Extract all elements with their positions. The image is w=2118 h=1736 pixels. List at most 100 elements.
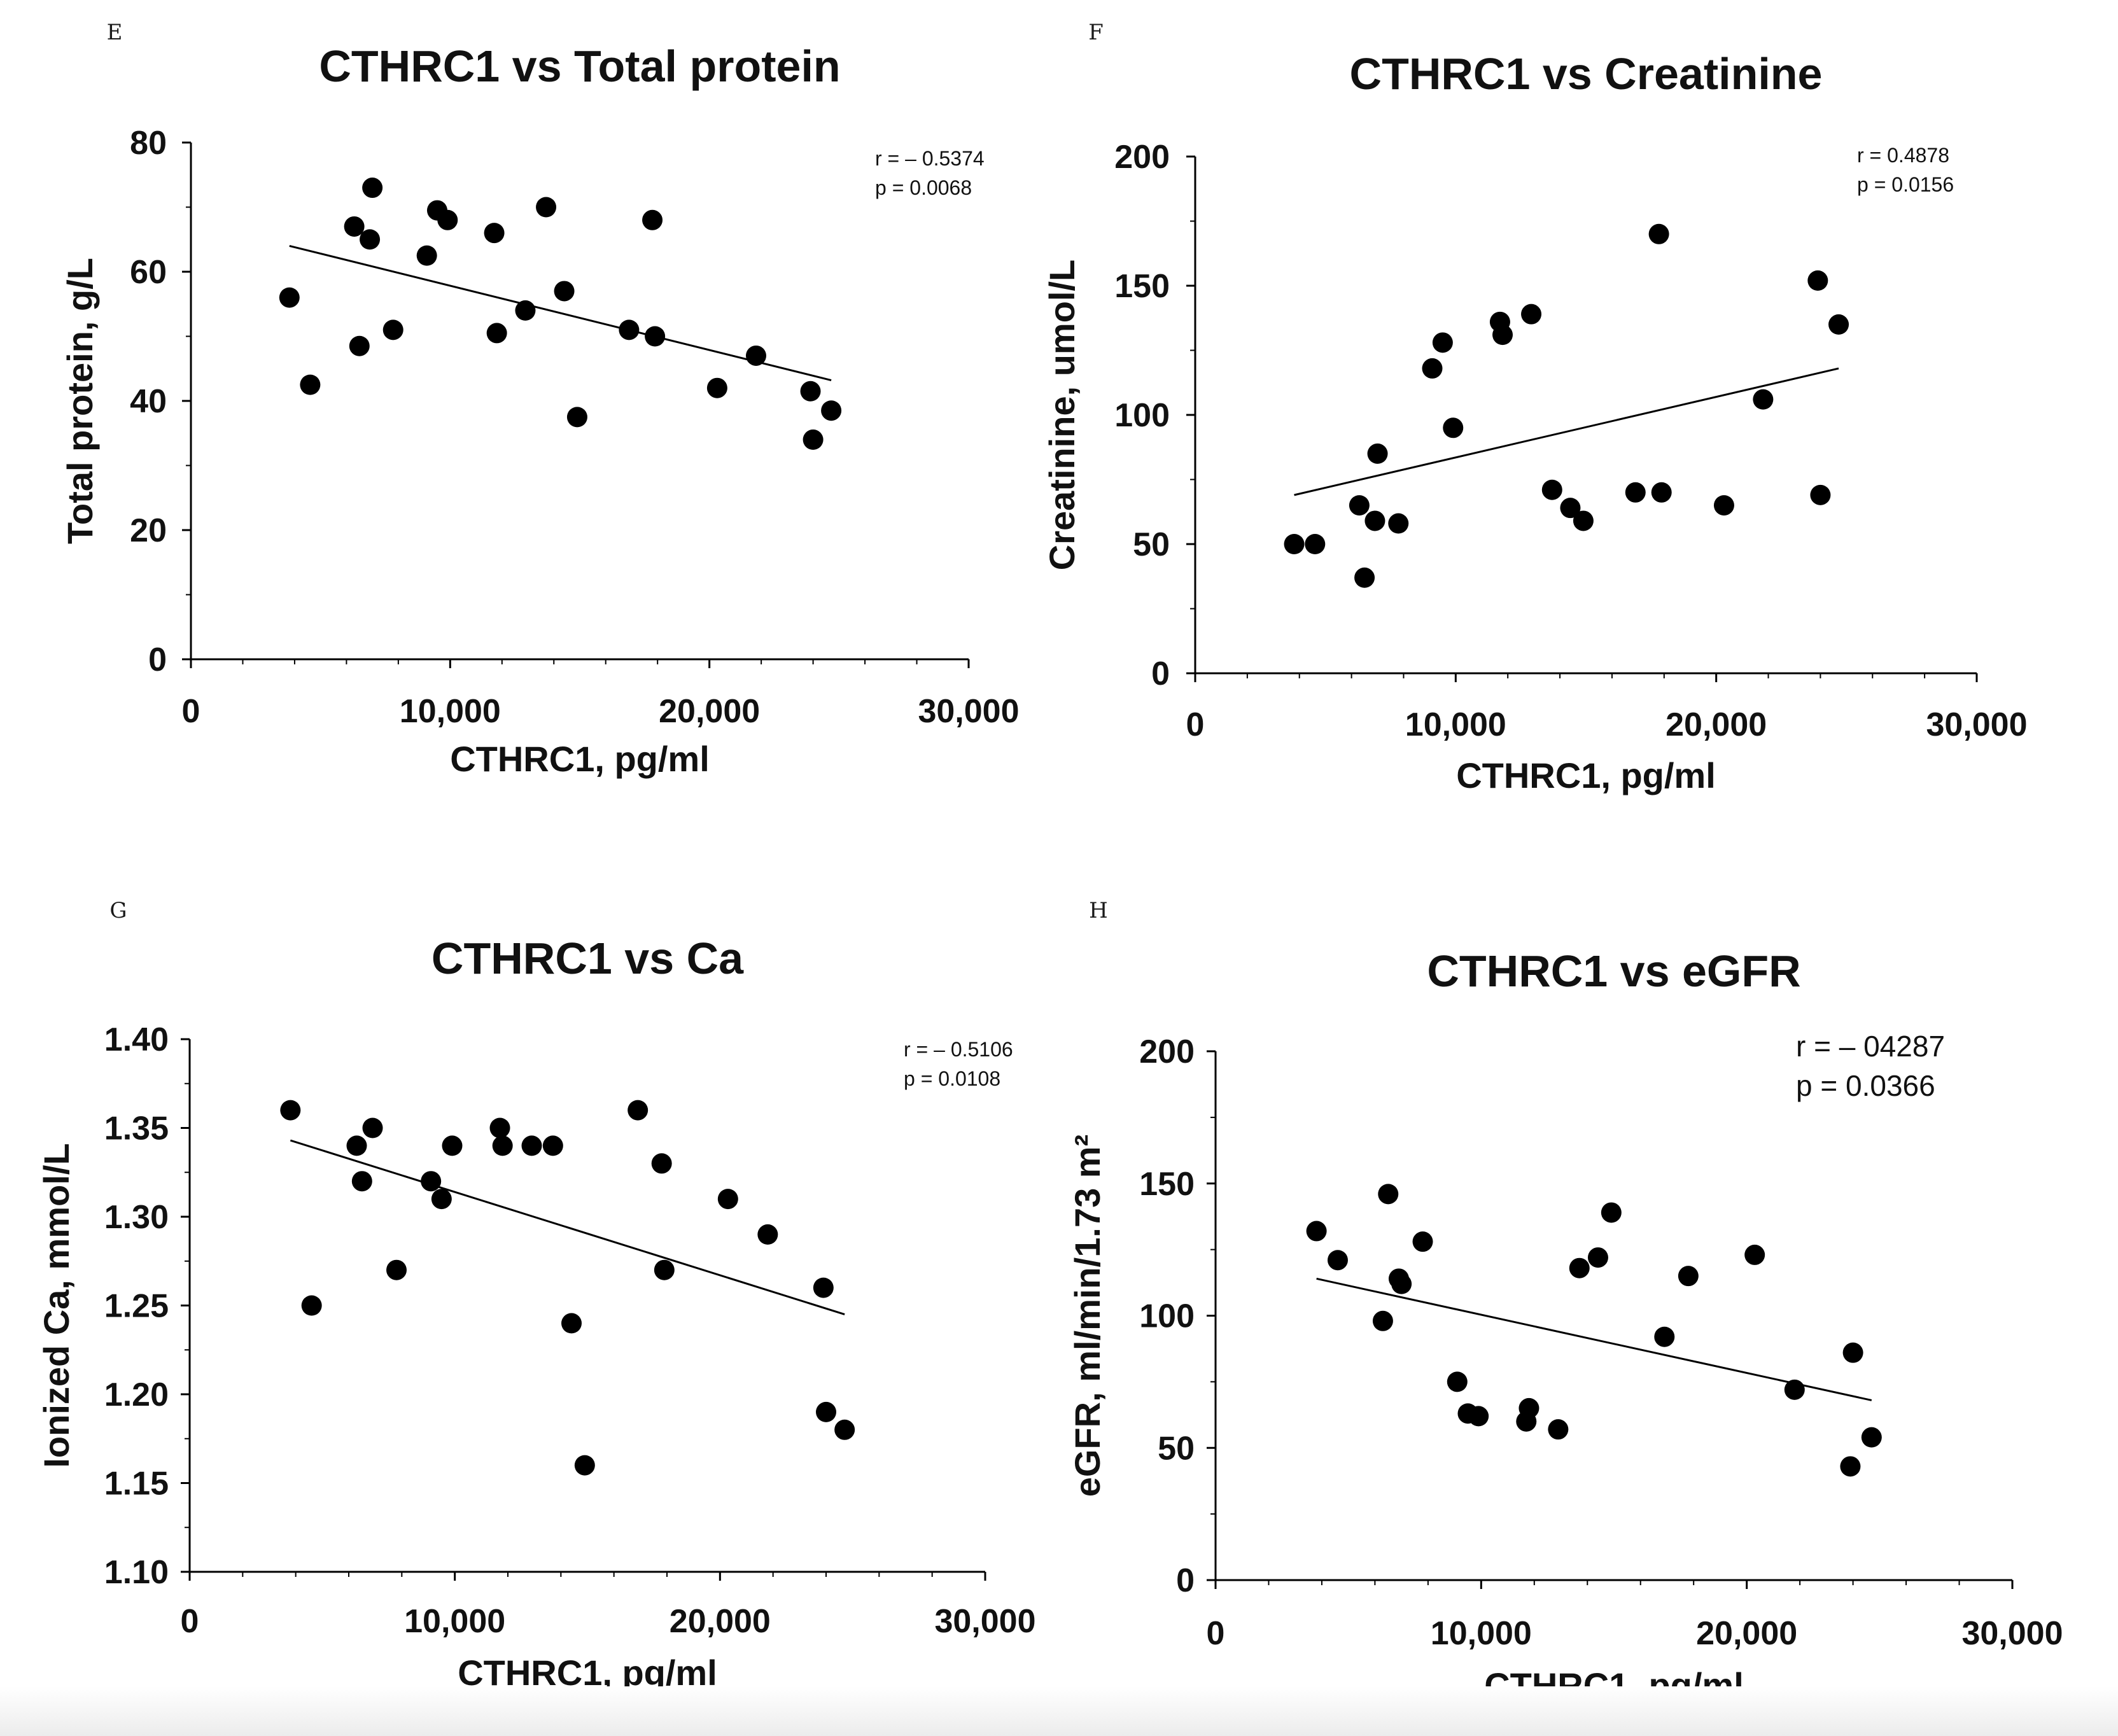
data-point (515, 300, 536, 321)
data-point (1784, 1379, 1805, 1400)
data-point (1678, 1266, 1699, 1287)
data-point (619, 319, 640, 340)
panel-letter: H (1089, 898, 1108, 923)
y-tick-label: 1.30 (104, 1199, 169, 1236)
data-point (1573, 510, 1594, 531)
data-point (521, 1135, 542, 1156)
data-point (1842, 1342, 1863, 1363)
x-tick-label: 30,000 (1961, 1615, 2063, 1652)
data-point (1601, 1202, 1622, 1223)
data-point (1372, 1310, 1393, 1331)
trendline (1316, 1277, 1872, 1401)
y-tick-label: 0 (1151, 655, 1170, 692)
data-point (437, 209, 458, 230)
data-point (645, 326, 666, 347)
data-point (346, 1135, 367, 1156)
data-point (1443, 417, 1464, 438)
data-point (416, 245, 437, 266)
stat-annotation: p = 0.0156 (1857, 173, 1954, 196)
trendline (290, 1139, 845, 1315)
data-point (803, 429, 824, 450)
data-point (1810, 484, 1831, 505)
y-tick-label: 50 (1133, 526, 1170, 563)
data-point (1807, 270, 1828, 291)
data-point (1840, 1456, 1861, 1477)
data-point (484, 223, 505, 244)
stat-annotation: r = – 04287 (1796, 1030, 1945, 1063)
stat-annotation: r = 0.4878 (1857, 144, 1949, 167)
data-point (1432, 332, 1453, 353)
data-point (1521, 304, 1542, 325)
chart-title: CTHRC1 vs Total protein (319, 41, 840, 91)
data-point (1354, 567, 1375, 588)
x-tick-label: 0 (1207, 1615, 1225, 1652)
y-tick-label: 150 (1114, 268, 1170, 305)
data-point (800, 381, 821, 402)
data-point (1569, 1257, 1590, 1278)
data-point (1560, 498, 1581, 519)
y-tick-label: 1.40 (104, 1021, 169, 1058)
data-point (279, 287, 300, 308)
data-point (1327, 1250, 1348, 1271)
data-point (1654, 1326, 1675, 1347)
data-point (1468, 1406, 1489, 1427)
x-tick-label: 30,000 (1926, 706, 2027, 743)
panel-letter: G (109, 898, 127, 923)
data-point (486, 323, 507, 344)
chart-title: CTHRC1 vs Ca (431, 934, 744, 983)
data-point (1541, 479, 1562, 500)
trendline (289, 244, 832, 381)
y-axis-label: eGFR, ml/min/1.73 m² (1067, 1135, 1107, 1497)
x-tick-label: 20,000 (1696, 1615, 1797, 1652)
data-point (816, 1401, 836, 1422)
data-point (1548, 1419, 1569, 1440)
data-point (1422, 358, 1443, 379)
y-tick-label: 1.35 (104, 1110, 169, 1147)
data-point (280, 1100, 301, 1121)
data-point (745, 345, 766, 366)
data-point (301, 1295, 322, 1316)
chart-title: CTHRC1 vs eGFR (1427, 946, 1800, 996)
x-tick-label: 10,000 (400, 693, 501, 730)
y-tick-label: 100 (1114, 397, 1170, 434)
data-point (362, 1117, 383, 1138)
data-point (362, 178, 383, 199)
data-point (1587, 1247, 1608, 1268)
chart-panel-h: H CTHRC1 vs eGFR 0 50 100 150 200 0 10,000 20,000… (1067, 898, 2063, 1705)
data-point (813, 1277, 834, 1298)
data-point (566, 407, 587, 428)
data-point (561, 1313, 582, 1334)
data-point (344, 216, 365, 237)
x-tick-label: 10,000 (1431, 1615, 1532, 1652)
data-point (1492, 325, 1513, 346)
y-tick-label: 40 (130, 383, 167, 420)
y-tick-label: 200 (1114, 139, 1170, 176)
data-point (1349, 495, 1370, 516)
x-tick-label: 0 (182, 693, 200, 730)
bottom-fade (0, 1686, 2118, 1736)
y-axis-label: Total protein, g/L (60, 258, 100, 544)
data-point (421, 1171, 442, 1192)
data-point (1753, 389, 1774, 410)
x-tick-label: 0 (181, 1603, 199, 1640)
data-point (1447, 1371, 1468, 1392)
y-axis-label: Ionized Ca, mmol/L (36, 1143, 76, 1467)
y-tick-label: 0 (148, 641, 167, 678)
data-point (1284, 534, 1305, 554)
y-tick-label: 50 (1158, 1430, 1195, 1467)
y-tick-label: 200 (1139, 1033, 1195, 1070)
x-axis-label: CTHRC1, pg/ml (450, 739, 710, 779)
data-point (1828, 314, 1849, 335)
x-tick-label: 20,000 (670, 1603, 771, 1640)
data-point (1713, 495, 1734, 516)
data-point (757, 1224, 778, 1245)
data-point (1367, 443, 1388, 464)
y-tick-label: 1.10 (104, 1554, 169, 1591)
data-point (706, 377, 727, 398)
stat-annotation: r = – 0.5374 (875, 147, 985, 170)
data-point (651, 1153, 672, 1174)
data-point (1648, 223, 1669, 244)
y-tick-label: 150 (1139, 1166, 1195, 1203)
data-point (349, 335, 370, 356)
